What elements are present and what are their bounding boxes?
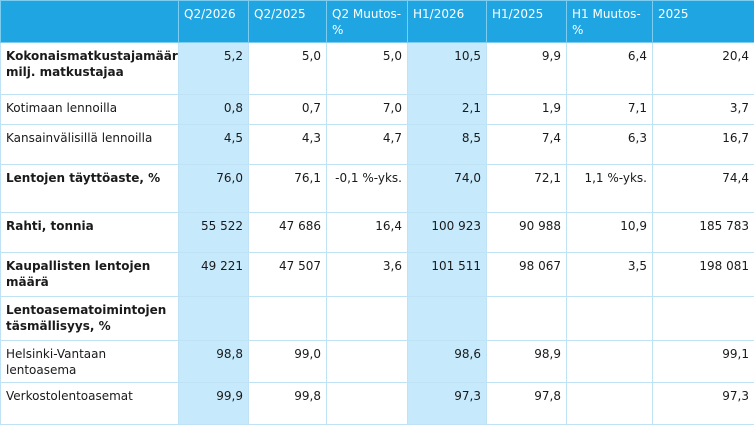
cell: 6,4	[567, 43, 653, 95]
cell: 97,3	[653, 383, 754, 425]
cell: 7,4	[487, 125, 567, 165]
cell: 99,0	[249, 341, 327, 383]
cell: 47 686	[249, 213, 327, 253]
cell: 16,4	[327, 213, 408, 253]
row-label: Verkostolentoasemat	[1, 383, 179, 425]
cell: 49 221	[179, 253, 249, 297]
cell: 5,0	[327, 43, 408, 95]
cell: 3,6	[327, 253, 408, 297]
cell: 7,0	[327, 95, 408, 125]
cell	[653, 297, 754, 341]
cell: 76,0	[179, 165, 249, 213]
cell: 7,1	[567, 95, 653, 125]
cell: 198 081	[653, 253, 754, 297]
cell	[567, 383, 653, 425]
cell: 76,1	[249, 165, 327, 213]
cell: 74,4	[653, 165, 754, 213]
cell: -0,1 %-yks.	[327, 165, 408, 213]
cell	[567, 341, 653, 383]
cell	[327, 383, 408, 425]
cell: 98 067	[487, 253, 567, 297]
cell: 97,8	[487, 383, 567, 425]
cell: 5,2	[179, 43, 249, 95]
cell: 90 988	[487, 213, 567, 253]
cell: 74,0	[408, 165, 487, 213]
cell: 1,1 %-yks.	[567, 165, 653, 213]
header-cell: 2025	[653, 1, 754, 43]
row-label: Rahti, tonnia	[1, 213, 179, 253]
cell: 47 507	[249, 253, 327, 297]
cell: 10,9	[567, 213, 653, 253]
cell: 4,5	[179, 125, 249, 165]
cell: 98,8	[179, 341, 249, 383]
cell: 3,5	[567, 253, 653, 297]
cell: 55 522	[179, 213, 249, 253]
row-label: Helsinki-Vantaan lentoasema	[1, 341, 179, 383]
cell	[179, 297, 249, 341]
cell: 8,5	[408, 125, 487, 165]
header-cell: H1/2026	[408, 1, 487, 43]
cell: 10,5	[408, 43, 487, 95]
header-cell: Q2/2026	[179, 1, 249, 43]
header-cell: H1 Muutos-%	[567, 1, 653, 43]
table-body: Kokonaismatkustajamäärä, milj. matkustaj…	[1, 43, 754, 425]
cell: 0,8	[179, 95, 249, 125]
cell	[408, 297, 487, 341]
cell: 100 923	[408, 213, 487, 253]
row-label: Kansainvälisillä lennoilla	[1, 125, 179, 165]
cell: 9,9	[487, 43, 567, 95]
cell: 5,0	[249, 43, 327, 95]
row-label: Lentoasematoimintojen täsmällisyys, %	[1, 297, 179, 341]
cell: 20,4	[653, 43, 754, 95]
cell	[327, 297, 408, 341]
cell	[327, 341, 408, 383]
header-cell: Q2/2025	[249, 1, 327, 43]
header-cell: Q2 Muutos-%	[327, 1, 408, 43]
cell	[567, 297, 653, 341]
cell: 99,1	[653, 341, 754, 383]
header-cell: H1/2025	[487, 1, 567, 43]
table-row: Kokonaismatkustajamäärä, milj. matkustaj…	[1, 43, 754, 95]
cell: 16,7	[653, 125, 754, 165]
row-label: Lentojen täyttöaste, %	[1, 165, 179, 213]
cell: 97,3	[408, 383, 487, 425]
cell: 2,1	[408, 95, 487, 125]
cell: 98,9	[487, 341, 567, 383]
cell: 98,6	[408, 341, 487, 383]
row-label: Kotimaan lennoilla	[1, 95, 179, 125]
cell: 101 511	[408, 253, 487, 297]
cell: 99,9	[179, 383, 249, 425]
cell: 4,7	[327, 125, 408, 165]
cell: 185 783	[653, 213, 754, 253]
header-cell	[1, 1, 179, 43]
cell: 1,9	[487, 95, 567, 125]
cell: 6,3	[567, 125, 653, 165]
cell	[487, 297, 567, 341]
row-label: Kokonaismatkustajamäärä, milj. matkustaj…	[1, 43, 179, 95]
cell: 0,7	[249, 95, 327, 125]
table-row: Lentoasematoimintojen täsmällisyys, %	[1, 297, 754, 341]
cell	[249, 297, 327, 341]
cell: 3,7	[653, 95, 754, 125]
cell: 72,1	[487, 165, 567, 213]
cell: 99,8	[249, 383, 327, 425]
cell: 4,3	[249, 125, 327, 165]
row-label: Kaupallisten lentojen määrä	[1, 253, 179, 297]
